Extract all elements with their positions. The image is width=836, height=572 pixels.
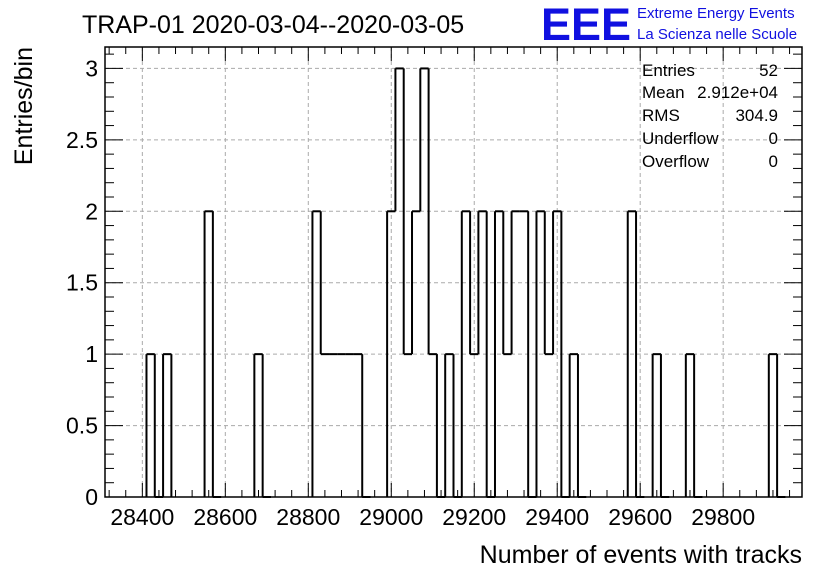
stat-value-entries: 52 — [759, 61, 778, 80]
y-tick-label: 2 — [85, 198, 98, 224]
y-axis-ticks: 0 0.5 1 1.5 2 2.5 3 — [66, 53, 802, 510]
stat-label-overflow: Overflow — [642, 152, 710, 171]
y-tick-label: 1 — [85, 341, 98, 367]
y-axis-label: Entries/bin — [10, 47, 38, 165]
y-tick-label: 0 — [85, 484, 98, 510]
x-tick-label: 29800 — [691, 504, 755, 530]
stat-value-underflow: 0 — [769, 129, 778, 148]
eee-logo-text: EEE — [541, 0, 631, 50]
chart-title: TRAP-01 2020-03-04--2020-03-05 — [82, 11, 464, 39]
x-axis-ticks: 28400 28600 28800 29000 29200 29400 29600 29800 — [108, 47, 791, 530]
stat-value-mean: 2.912e+04 — [697, 83, 778, 102]
x-tick-label: 28600 — [193, 504, 257, 530]
stat-label-entries: Entries — [642, 61, 695, 80]
x-tick-label: 29400 — [525, 504, 589, 530]
histogram-outline — [145, 67, 786, 498]
x-axis-label: Number of events with tracks — [480, 541, 802, 569]
x-tick-label: 29200 — [442, 504, 506, 530]
brand-line-2: La Scienza nelle Scuole — [637, 26, 797, 43]
y-tick-label: 1.5 — [66, 270, 98, 296]
grid-lines — [105, 47, 802, 498]
stat-label-underflow: Underflow — [642, 129, 719, 148]
x-tick-label: 29000 — [359, 504, 423, 530]
plot-frame — [104, 46, 803, 498]
y-tick-label: 3 — [85, 55, 98, 81]
x-tick-label: 28800 — [276, 504, 340, 530]
stats-box: Entries 52 Mean 2.912e+04 RMS 304.9 Unde… — [642, 61, 778, 171]
stat-value-overflow: 0 — [769, 152, 778, 171]
stat-label-rms: RMS — [642, 106, 680, 125]
brand-line-1: Extreme Energy Events — [637, 5, 795, 22]
stat-label-mean: Mean — [642, 83, 685, 102]
x-tick-label: 28400 — [110, 504, 174, 530]
y-tick-label: 0.5 — [66, 413, 98, 439]
x-tick-label: 29600 — [608, 504, 672, 530]
stat-value-rms: 304.9 — [735, 106, 778, 125]
eee-logo: EEE — [541, 0, 631, 50]
y-tick-label: 2.5 — [66, 127, 98, 153]
